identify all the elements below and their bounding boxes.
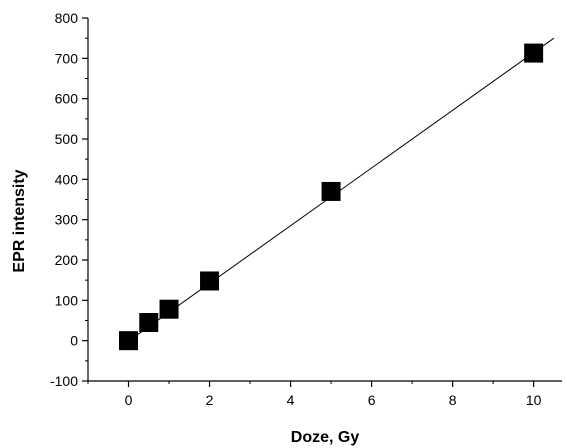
axes-layer: 0 2 4 6 8 10 -100 0 100 200 300 400 500 600 700 800 xyxy=(50,10,562,408)
data-point xyxy=(139,313,159,333)
y-tick-label: 700 xyxy=(55,50,79,66)
data-point xyxy=(200,271,220,291)
y-tick-label: 400 xyxy=(55,171,79,187)
data-points-layer xyxy=(119,43,544,351)
x-tick-label: 10 xyxy=(526,392,542,408)
y-tick-label: 600 xyxy=(55,91,79,107)
x-tick-label: 8 xyxy=(449,392,457,408)
y-tick-label: 500 xyxy=(55,131,79,147)
x-tick-label: 6 xyxy=(368,392,376,408)
data-point xyxy=(159,299,179,319)
data-point xyxy=(524,43,544,63)
fit-line xyxy=(128,37,555,342)
y-tick-label: 0 xyxy=(70,333,78,349)
x-tick-label: 4 xyxy=(287,392,295,408)
y-tick-label: -100 xyxy=(50,373,78,389)
fit-line-layer xyxy=(128,37,555,342)
y-tick-label: 300 xyxy=(55,212,79,228)
x-tick-label: 0 xyxy=(125,392,133,408)
y-axis-title: EPR intensity xyxy=(11,169,28,272)
x-axis-title: Doze, Gy xyxy=(291,429,360,446)
y-tick-label: 100 xyxy=(55,292,79,308)
data-point xyxy=(321,181,341,201)
y-tick-label: 200 xyxy=(55,252,79,268)
data-point xyxy=(119,331,139,351)
x-tick-label: 2 xyxy=(206,392,214,408)
y-tick-label: 800 xyxy=(55,10,79,26)
